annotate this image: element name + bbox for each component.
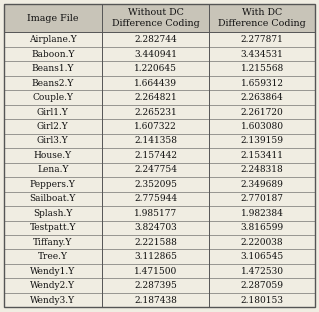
Text: Airplane.Y: Airplane.Y xyxy=(29,35,77,44)
Text: 2.287059: 2.287059 xyxy=(241,281,284,290)
Text: 1.471500: 1.471500 xyxy=(134,267,177,276)
Text: 1.664439: 1.664439 xyxy=(134,79,177,88)
Text: Wendy2.Y: Wendy2.Y xyxy=(30,281,75,290)
Bar xyxy=(4,4,315,32)
Text: 1.985177: 1.985177 xyxy=(134,209,177,218)
Text: Sailboat.Y: Sailboat.Y xyxy=(30,194,76,203)
Text: Girl3.Y: Girl3.Y xyxy=(37,136,69,145)
Text: 3.816599: 3.816599 xyxy=(241,223,284,232)
Text: 2.261720: 2.261720 xyxy=(241,108,284,116)
Text: 3.824703: 3.824703 xyxy=(134,223,177,232)
Text: Without DC
Difference Coding: Without DC Difference Coding xyxy=(112,8,199,28)
Text: 2.187438: 2.187438 xyxy=(134,295,177,305)
Text: Tree.Y: Tree.Y xyxy=(38,252,68,261)
Text: Image File: Image File xyxy=(27,14,78,22)
Text: 2.770187: 2.770187 xyxy=(241,194,284,203)
Text: Couple.Y: Couple.Y xyxy=(32,93,73,102)
Text: 2.775944: 2.775944 xyxy=(134,194,177,203)
Text: 2.247754: 2.247754 xyxy=(134,165,177,174)
Text: 1.982384: 1.982384 xyxy=(241,209,284,218)
Text: 2.265231: 2.265231 xyxy=(134,108,177,116)
Text: Splash.Y: Splash.Y xyxy=(33,209,72,218)
Text: 1.215568: 1.215568 xyxy=(241,64,284,73)
Text: 2.157442: 2.157442 xyxy=(134,151,177,160)
Text: 2.287395: 2.287395 xyxy=(134,281,177,290)
Text: 3.440941: 3.440941 xyxy=(134,50,177,59)
Text: 2.352095: 2.352095 xyxy=(134,180,177,189)
Text: 2.220038: 2.220038 xyxy=(241,238,284,247)
Text: 2.264821: 2.264821 xyxy=(134,93,177,102)
Text: Lena.Y: Lena.Y xyxy=(37,165,69,174)
Text: Testpatt.Y: Testpatt.Y xyxy=(30,223,76,232)
Text: Tiffany.Y: Tiffany.Y xyxy=(33,238,72,247)
Text: 2.248318: 2.248318 xyxy=(241,165,284,174)
Text: 2.139159: 2.139159 xyxy=(241,136,284,145)
Text: 2.180153: 2.180153 xyxy=(241,295,284,305)
Text: 3.112865: 3.112865 xyxy=(134,252,177,261)
Text: 1.220645: 1.220645 xyxy=(134,64,177,73)
Text: Girl1.Y: Girl1.Y xyxy=(37,108,69,116)
Text: 1.472530: 1.472530 xyxy=(241,267,284,276)
Text: Beans1.Y: Beans1.Y xyxy=(32,64,74,73)
Text: 3.434531: 3.434531 xyxy=(241,50,284,59)
Text: Wendy3.Y: Wendy3.Y xyxy=(30,295,75,305)
Text: 1.603080: 1.603080 xyxy=(241,122,284,131)
Text: House.Y: House.Y xyxy=(34,151,72,160)
Text: 2.141358: 2.141358 xyxy=(134,136,177,145)
Text: Girl2.Y: Girl2.Y xyxy=(37,122,69,131)
Text: 1.607322: 1.607322 xyxy=(134,122,177,131)
Text: 2.153411: 2.153411 xyxy=(241,151,284,160)
Text: 3.106545: 3.106545 xyxy=(241,252,284,261)
Text: 2.349689: 2.349689 xyxy=(241,180,284,189)
Text: 1.659312: 1.659312 xyxy=(241,79,284,88)
Text: With DC
Difference Coding: With DC Difference Coding xyxy=(219,8,306,28)
Text: 2.221588: 2.221588 xyxy=(134,238,177,247)
Text: Wendy1.Y: Wendy1.Y xyxy=(30,267,76,276)
Text: 2.277871: 2.277871 xyxy=(241,35,284,44)
Text: Baboon.Y: Baboon.Y xyxy=(31,50,75,59)
Text: Peppers.Y: Peppers.Y xyxy=(30,180,76,189)
Text: 2.282744: 2.282744 xyxy=(134,35,177,44)
Text: 2.263864: 2.263864 xyxy=(241,93,284,102)
Text: Beans2.Y: Beans2.Y xyxy=(32,79,74,88)
